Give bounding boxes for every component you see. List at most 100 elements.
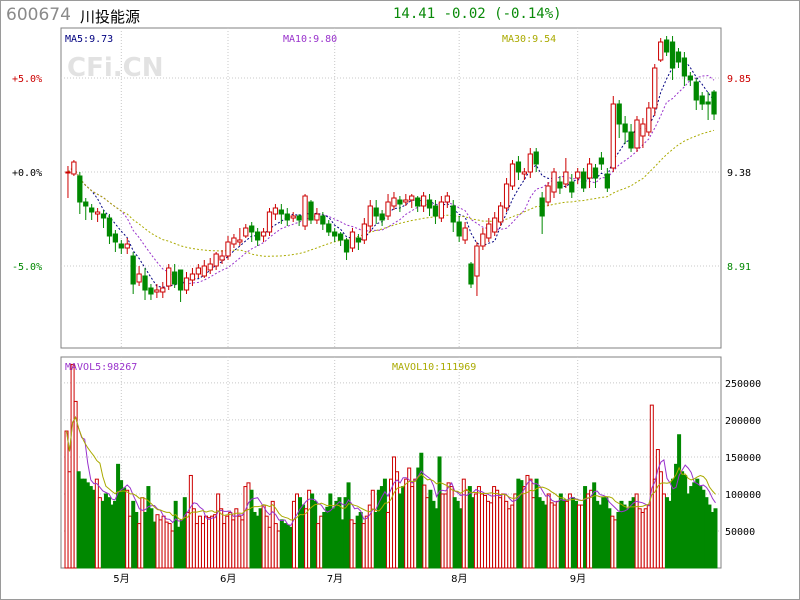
- candle-body: [320, 215, 326, 225]
- volume-axis-tick: 150000: [725, 453, 761, 464]
- candle-body: [154, 289, 160, 293]
- candle-body: [260, 231, 267, 237]
- candle-body: [557, 181, 563, 189]
- candle-body: [94, 211, 101, 215]
- price-legend-item: MA30:9.54: [502, 34, 556, 45]
- candle-body: [278, 209, 284, 215]
- candle-body: [243, 227, 249, 237]
- candle-body: [586, 163, 593, 179]
- stock-code: 600674: [6, 5, 71, 25]
- candle-body: [349, 231, 356, 249]
- candle-body: [598, 157, 605, 165]
- candle-body: [272, 207, 279, 215]
- candle-body: [343, 239, 350, 253]
- candle-body: [332, 231, 338, 237]
- month-label: 5月: [113, 573, 129, 585]
- candle-body: [403, 199, 409, 203]
- candle-body: [509, 163, 516, 187]
- stock-name: 川投能源: [80, 8, 141, 26]
- month-label: 8月: [451, 573, 467, 585]
- candle-body: [711, 91, 717, 115]
- candle-body: [112, 233, 119, 243]
- candle-body: [634, 119, 640, 149]
- month-label: 9月: [570, 573, 586, 585]
- candle-body: [409, 195, 415, 201]
- volume-axis-tick: 250000: [725, 379, 761, 390]
- label-layer: +5.0% 9.85 +0.0% 9.38 -5.0% 8.91 250000 200000 1…: [12, 34, 761, 585]
- candle-body: [616, 103, 622, 125]
- candle-body: [219, 255, 225, 261]
- candle-body: [592, 167, 599, 179]
- candle-body: [444, 195, 450, 203]
- volume-legend-item: MAVOL10:111969: [392, 362, 476, 373]
- candle-body: [100, 213, 107, 219]
- candle-body: [367, 205, 373, 227]
- candle-body: [527, 153, 533, 173]
- candle-body: [545, 185, 551, 203]
- candle-body: [622, 123, 628, 133]
- candle-body: [569, 181, 575, 193]
- month-label: 6月: [220, 573, 236, 585]
- left-axis-tick: -5.0%: [12, 262, 42, 273]
- candle-body: [604, 173, 610, 189]
- candle-body: [675, 51, 682, 63]
- candle-body: [183, 277, 190, 291]
- candle-body: [385, 201, 391, 217]
- candle-body: [326, 223, 332, 233]
- candle-body: [420, 195, 427, 207]
- right-axis-tick: 8.91: [727, 262, 751, 273]
- ma30-line: [67, 129, 715, 257]
- candle-body: [65, 171, 71, 174]
- candle-body: [195, 267, 201, 275]
- candle-body: [687, 75, 693, 81]
- candle-body: [450, 205, 456, 223]
- volume-bar-layer: [64, 363, 718, 569]
- candle-body: [575, 171, 581, 179]
- candle-body: [563, 171, 569, 185]
- candle-body: [314, 213, 320, 221]
- left-axis-tick: +5.0%: [12, 74, 42, 85]
- candlestick-layer: [65, 36, 717, 302]
- candle-body: [426, 199, 433, 209]
- candle-body: [337, 233, 344, 241]
- volume-axis-tick: 50000: [725, 527, 755, 538]
- ma5-line: [67, 57, 715, 288]
- candle-body: [83, 201, 89, 207]
- candle-body: [581, 171, 587, 189]
- candle-body: [207, 263, 213, 271]
- candle-body: [177, 269, 184, 291]
- candle-body: [456, 221, 462, 237]
- candle-body: [296, 215, 302, 221]
- candle-body: [628, 131, 634, 149]
- candle-body: [480, 233, 486, 247]
- price-panel-border: [60, 27, 722, 349]
- price-quote: 14.41 -0.02 (-0.14%): [393, 6, 562, 22]
- candle-body: [160, 287, 166, 293]
- candle-body: [355, 237, 362, 243]
- candle-body: [124, 243, 130, 249]
- candle-body: [130, 255, 136, 285]
- candle-body: [142, 275, 148, 291]
- candle-body: [486, 223, 492, 239]
- candle-body: [189, 273, 196, 281]
- candle-body: [640, 123, 646, 137]
- candle-body: [397, 199, 403, 205]
- price-legend-item: MA5:9.73: [65, 34, 113, 45]
- candle-body: [166, 267, 172, 287]
- candle-body: [118, 243, 124, 249]
- volume-legend-item: MAVOL5:98267: [65, 362, 137, 373]
- candle-body: [379, 213, 385, 221]
- candle-body: [148, 287, 154, 295]
- candle-body: [284, 213, 290, 221]
- candle-body: [391, 197, 397, 207]
- candle-body: [77, 175, 83, 203]
- candle-body: [438, 201, 445, 219]
- candle-body: [71, 161, 77, 175]
- moving-average-layer: [67, 57, 715, 288]
- candle-body: [503, 183, 510, 209]
- volume-bar: [713, 508, 718, 569]
- candle-body: [302, 195, 308, 227]
- candle-body: [646, 107, 652, 133]
- left-axis-tick: +0.0%: [12, 168, 42, 179]
- candle-body: [610, 103, 616, 169]
